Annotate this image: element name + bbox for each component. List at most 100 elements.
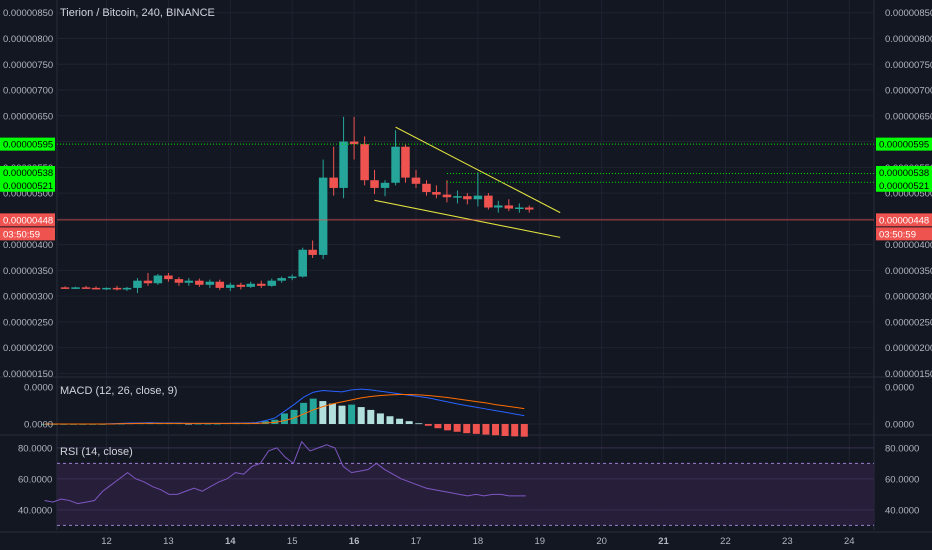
macd-histogram-bar <box>482 424 490 435</box>
countdown-tag: 03:50:59 <box>879 229 916 240</box>
price-tick-label-left: 0.00000500 <box>3 189 53 200</box>
candle-body <box>91 287 101 290</box>
macd-histogram-bar <box>204 423 212 425</box>
price-tag-bg <box>0 213 55 227</box>
macd-histogram-bar <box>367 409 375 424</box>
level-tag: 0.00000595 <box>879 140 929 151</box>
candle-body <box>484 195 493 208</box>
time-tick-label: 18 <box>473 536 484 547</box>
price-tag: 0.00000448 <box>879 215 929 226</box>
time-tick-label: 13 <box>163 536 174 547</box>
candle-body <box>195 280 204 285</box>
macd-histogram-bar <box>501 424 509 436</box>
price-tick-label-left: 0.00000250 <box>3 317 53 328</box>
candle-body <box>60 287 70 289</box>
signal-line <box>44 394 525 425</box>
price-tick-label-left: 0.00000850 <box>3 8 53 19</box>
time-tick-label: 12 <box>101 536 112 547</box>
candle-body <box>329 177 338 188</box>
price-tick-label-right: 0.00000850 <box>885 8 932 19</box>
grid <box>0 0 932 533</box>
candle-body <box>422 183 431 193</box>
price-tick-label-right: 0.00000200 <box>885 343 932 354</box>
candle-body <box>360 144 369 181</box>
price-tick-label-left: 0.00000350 <box>3 266 53 277</box>
time-tick-label: 24 <box>844 536 855 547</box>
level-tag-bg <box>876 178 932 192</box>
candle-body <box>153 275 163 284</box>
rsi-tick-label-left: 40.0000 <box>18 505 52 516</box>
macd-histogram-bar <box>328 403 336 424</box>
price-tick-label-right: 0.00000750 <box>885 60 932 71</box>
macd-histogram-bar <box>444 424 452 431</box>
candle-body <box>401 146 410 178</box>
candle-body <box>164 275 173 280</box>
rsi-line <box>44 440 526 505</box>
macd-pane <box>41 386 874 437</box>
price-tick-label-right: 0.00000150 <box>885 369 932 380</box>
candle-body <box>442 194 452 198</box>
price-tag: 0.00000448 <box>3 215 53 226</box>
candle-body <box>411 177 421 184</box>
macd-tick-label-right: 0.0000 <box>885 383 914 394</box>
rsi-tick-label-right: 60.0000 <box>885 474 919 485</box>
countdown-tag-bg <box>876 227 932 241</box>
time-tick-label: 17 <box>411 536 422 547</box>
level-tag-bg <box>0 137 55 151</box>
macd-histogram-bar <box>348 404 356 424</box>
time-tick-label: 21 <box>658 536 669 547</box>
countdown-tag-bg <box>0 227 55 241</box>
time-tick-label: 14 <box>225 536 236 547</box>
candle-body <box>349 141 359 145</box>
rsi-tick-label-right: 40.0000 <box>885 505 919 516</box>
price-tick-label-left: 0.00000150 <box>3 369 53 380</box>
candle-body <box>205 281 215 285</box>
macd-histogram-bar <box>453 424 461 432</box>
rsi-band <box>57 463 874 526</box>
macd-histogram-bar <box>338 405 346 424</box>
candle-body <box>81 287 91 289</box>
macd-histogram-bar <box>415 423 423 425</box>
macd-histogram-bar <box>472 424 480 434</box>
level-tag: 0.00000538 <box>879 168 929 179</box>
level-tag: 0.00000538 <box>3 168 53 179</box>
candle-body <box>215 281 225 288</box>
candle-body <box>102 287 111 290</box>
level-tag-bg <box>0 178 55 192</box>
macd-histogram-bar <box>520 424 528 437</box>
price-pane <box>60 116 534 294</box>
price-tag-bg <box>876 213 932 227</box>
price-tick-label-left: 0.00000300 <box>3 292 53 303</box>
candle-body <box>391 146 400 183</box>
macd-histogram-bar <box>386 416 394 424</box>
time-tick-label: 20 <box>596 536 607 547</box>
candle-body <box>143 280 153 284</box>
macd-histogram-bar <box>280 413 288 424</box>
macd-tick-label-right: 0.0000 <box>885 420 914 431</box>
macd-histogram-bar <box>492 424 500 436</box>
price-tick-label-left: 0.00000650 <box>3 111 53 122</box>
candle-body <box>184 280 194 283</box>
macd-tick-label-left: 0.0000 <box>24 383 53 394</box>
price-tags: 0.00000595 0.00000595 0.00000538 0.00000538… <box>0 137 932 241</box>
time-tick-label: 16 <box>349 536 360 547</box>
overlay-lines <box>57 126 874 238</box>
candle-body <box>308 249 317 255</box>
level-tag-bg <box>0 165 55 179</box>
candle-body <box>112 287 122 290</box>
candle-body <box>453 196 462 198</box>
candle-body <box>236 284 246 287</box>
candle-body <box>298 249 307 277</box>
candle-body <box>287 276 297 279</box>
macd-histogram-bar <box>376 413 384 424</box>
macd-histogram-bar <box>194 423 202 425</box>
macd-histogram-bar <box>396 418 404 424</box>
candle-body <box>504 205 514 209</box>
candle-body <box>246 283 255 287</box>
candle-body <box>174 279 184 283</box>
candle-body <box>463 196 472 200</box>
macd-histogram-bar <box>213 423 221 425</box>
macd-title: MACD (12, 26, close, 9) <box>60 385 177 397</box>
